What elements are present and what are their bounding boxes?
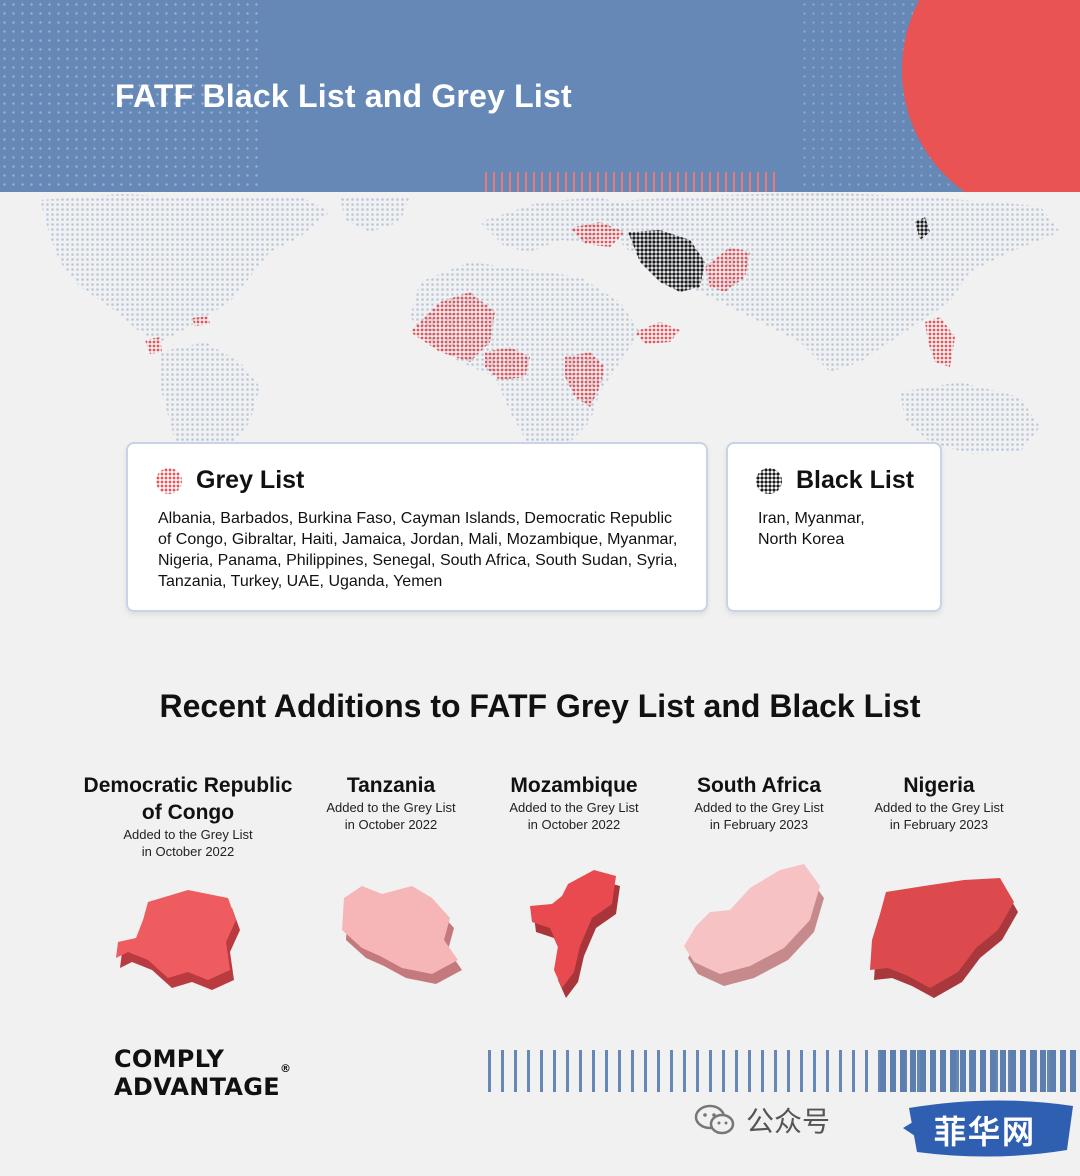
grey-region-balkans (570, 222, 625, 247)
continent-australia (900, 382, 1040, 454)
logo-line2: ADVANTAGE (114, 1073, 280, 1101)
grey-region-caribbean (145, 337, 162, 354)
country-note-line2: in October 2022 (344, 817, 438, 832)
grey-list-dot-icon (156, 468, 182, 494)
black-region-north-korea (915, 217, 930, 240)
logo-registered-mark: ® (279, 1062, 292, 1075)
recent-additions-title: Recent Additions to FATF Grey List and B… (159, 688, 921, 724)
footer-stripes-dense (880, 1050, 1080, 1092)
tanzania-shape (342, 886, 462, 984)
country-nigeria: Nigeria Added to the Grey List in Februa… (860, 772, 1018, 833)
country-note-line2: in October 2022 (141, 844, 235, 859)
header-banner: FATF Black List and Grey List (0, 0, 1080, 192)
continent-asia (600, 192, 1060, 372)
country-name: Tanzania (346, 774, 436, 797)
watermark-badge (903, 1100, 1073, 1157)
country-note-line2: in October 2022 (527, 817, 621, 832)
grey-list-card: Grey List Albania, Barbados, Burkina Fas… (126, 442, 708, 612)
grey-region-yemen (635, 322, 680, 344)
wechat-icon (694, 1104, 735, 1135)
grey-region-myanmar (705, 247, 750, 292)
decorative-stripes (485, 172, 775, 192)
grey-region-philippines (925, 317, 955, 367)
country-note-line2: in February 2023 (709, 817, 809, 832)
grey-region-haiti (192, 316, 210, 326)
black-list-card: Black List Iran, Myanmar, North Korea (726, 442, 942, 612)
country-name: Democratic Republic of Congo (83, 774, 293, 824)
decorative-red-circle (902, 0, 1080, 192)
header-dot-pattern (0, 0, 260, 192)
grey-region-nigeria (485, 347, 530, 380)
comply-advantage-logo: COMPLY ADVANTAGE® (114, 1045, 292, 1101)
wechat-label: 公众号 (746, 1105, 831, 1138)
continent-greenland (340, 196, 410, 232)
country-note-line1: Added to the Grey List (123, 827, 253, 842)
country-name: Mozambique (510, 774, 638, 797)
country-mozambique: Mozambique Added to the Grey List in Oct… (495, 772, 653, 833)
country-tanzania: Tanzania Added to the Grey List in Octob… (316, 772, 466, 833)
grey-list-countries: Albania, Barbados, Burkina Faso, Cayman … (158, 510, 678, 590)
country-note-line1: Added to the Grey List (874, 800, 1004, 815)
south-africa-shape (684, 864, 824, 986)
country-name: Nigeria (903, 774, 975, 797)
country-name: South Africa (696, 774, 822, 797)
page-title: FATF Black List and Grey List (115, 78, 572, 114)
grey-list-title: Grey List (196, 466, 305, 494)
black-list-dot-icon (756, 468, 782, 494)
country-drc: Democratic Republic of Congo Added to th… (72, 772, 304, 860)
grey-region-west-africa (410, 292, 495, 362)
mozambique-shape (530, 870, 620, 998)
country-note-line1: Added to the Grey List (694, 800, 824, 815)
country-note-line2: in February 2023 (889, 817, 989, 832)
country-note-line1: Added to the Grey List (326, 800, 456, 815)
black-region-iran (628, 230, 705, 292)
black-list-countries: Iran, Myanmar, North Korea (758, 510, 865, 548)
watermark-text: 菲华网 (934, 1113, 1037, 1151)
wechat-account: 公众号 (694, 1100, 830, 1140)
black-list-title: Black List (796, 466, 915, 494)
logo-line1: COMPLY (114, 1045, 225, 1073)
world-map (40, 192, 1060, 492)
drc-shape (116, 890, 240, 990)
country-note-line1: Added to the Grey List (509, 800, 639, 815)
continent-north-america (40, 194, 330, 342)
country-south-africa: South Africa Added to the Grey List in F… (680, 772, 838, 833)
grey-region-east-africa (565, 352, 605, 407)
nigeria-shape (870, 878, 1018, 998)
